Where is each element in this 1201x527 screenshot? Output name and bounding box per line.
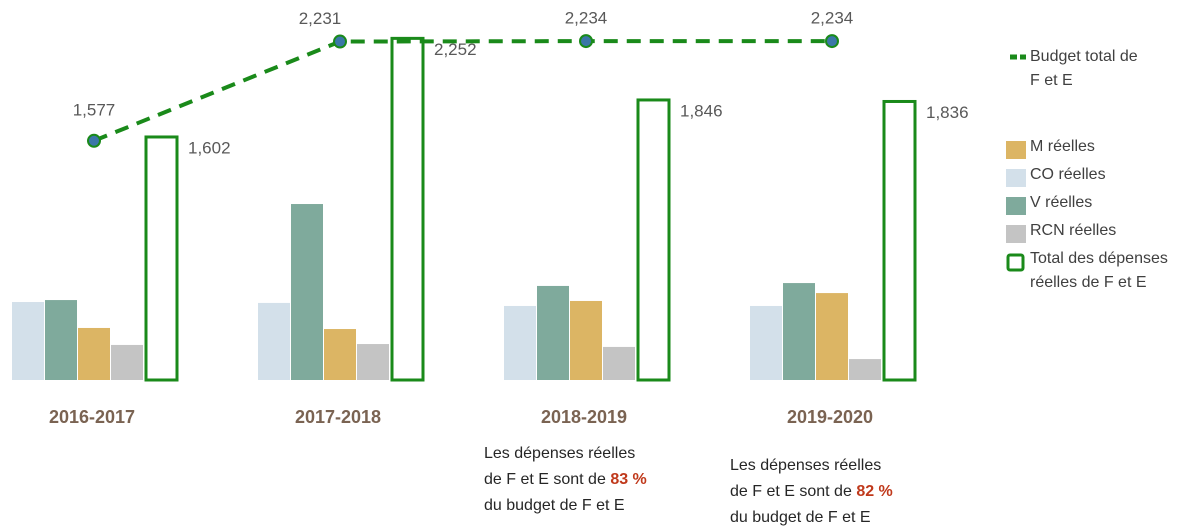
data-label: 1,577 [73, 100, 116, 119]
bar [537, 285, 569, 380]
legend-label: M réelles [1030, 138, 1095, 155]
legend-label: Budget total de F et E [1030, 48, 1138, 89]
bar [504, 305, 536, 380]
legend-label: CO réelles [1030, 166, 1106, 183]
data-label: 1,836 [926, 103, 969, 122]
note: Les dépenses réelles de F et E sont de 83… [484, 441, 724, 519]
bar [111, 344, 143, 380]
note-line: Les dépenses réelles [730, 457, 882, 474]
note-text: de F et E sont de [484, 471, 606, 488]
data-label: 1,846 [680, 101, 723, 120]
note-line: de F et E sont de 82 % [730, 479, 970, 505]
note-line: du budget de F et E [730, 509, 871, 526]
budget-point [87, 133, 101, 148]
note-line: Les dépenses réelles [484, 445, 636, 462]
bar [357, 344, 389, 380]
legend-swatch [1006, 141, 1026, 159]
budget-point [825, 34, 839, 49]
budget-point [579, 34, 593, 49]
x-tick-label: 2016-2017 [49, 407, 135, 427]
legend-swatch [1006, 225, 1026, 243]
data-label: 2,234 [565, 9, 608, 28]
bar [291, 204, 323, 380]
bar [783, 283, 815, 380]
legend-label: RCN réelles [1030, 222, 1117, 239]
legend-swatch [1006, 169, 1026, 187]
bar [258, 302, 290, 380]
note-text: de F et E sont de [730, 483, 852, 500]
note: Les dépenses réelles de F et E sont de 82… [730, 453, 970, 527]
bar [816, 293, 848, 380]
data-label: 2,231 [299, 9, 342, 28]
note-pct: 83 % [610, 471, 647, 488]
bar [750, 305, 782, 380]
budget-point [333, 34, 347, 49]
bar [12, 302, 44, 380]
bar [849, 359, 881, 380]
bar [45, 300, 77, 380]
legend-label: V réelles [1030, 194, 1093, 211]
legend-swatch [1006, 197, 1026, 215]
data-label: 2,252 [434, 40, 477, 59]
x-tick-label: 2019-2020 [787, 407, 873, 427]
data-label: 1,602 [188, 138, 231, 157]
legend-swatch [1006, 253, 1025, 272]
bar [570, 300, 602, 380]
note-line: du budget de F et E [484, 497, 625, 514]
data-label: 2,234 [811, 9, 854, 28]
total-bar [882, 99, 917, 382]
budget-line [93, 39, 832, 143]
x-tick-label: 2018-2019 [541, 407, 627, 427]
bar [78, 327, 110, 380]
bar [603, 346, 635, 380]
total-bar [144, 135, 179, 382]
bar [324, 329, 356, 380]
total-bar [636, 98, 671, 382]
total-bar [390, 36, 425, 382]
legend-label: Total des dépenses réelles de F et E [1030, 250, 1168, 291]
note-pct: 82 % [856, 483, 893, 500]
x-tick-label: 2017-2018 [295, 407, 381, 427]
note-line: de F et E sont de 83 % [484, 467, 724, 493]
